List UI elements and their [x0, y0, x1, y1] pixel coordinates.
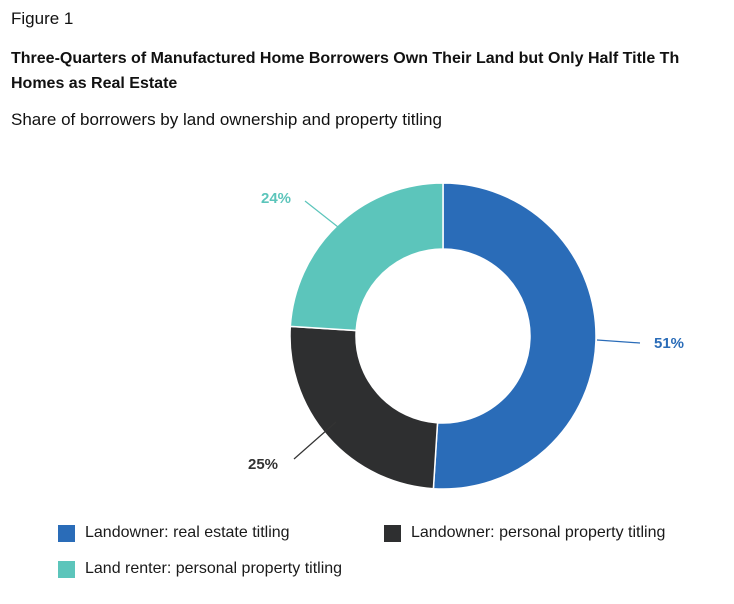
chart-title-line-1: Three-Quarters of Manufactured Home Borr… — [11, 50, 680, 67]
legend-item-real-estate: Landowner: real estate titling — [58, 524, 290, 542]
chart-title: Three-Quarters of Manufactured Home Borr… — [11, 46, 734, 96]
data-label-personal-property-owner: 25% — [248, 456, 278, 473]
figure-label: Figure 1 — [11, 9, 74, 28]
legend-swatch-personal-property-owner — [384, 524, 401, 542]
legend-swatch-real-estate — [58, 524, 75, 542]
donut-chart: 51% 25% 24% — [248, 182, 684, 490]
chart-subtitle: Share of borrowers by land ownership and… — [11, 110, 442, 129]
donut-slice-real-estate — [432, 182, 597, 490]
legend-swatch-land-renter — [58, 560, 75, 578]
legend-label-personal-property-owner: Landowner: personal property titling — [411, 524, 666, 541]
legend-label-real-estate: Landowner: real estate titling — [85, 524, 290, 541]
legend-item-land-renter: Land renter: personal property titling — [58, 560, 342, 578]
leader-line-land-renter — [304, 200, 339, 228]
data-label-real-estate: 51% — [654, 335, 684, 352]
leader-line-real-estate — [596, 339, 641, 344]
data-label-land-renter: 24% — [261, 190, 291, 207]
legend-item-personal-property-owner: Landowner: personal property titling — [384, 524, 665, 542]
donut-slice-land-renter — [289, 182, 444, 332]
legend-label-land-renter: Land renter: personal property titling — [85, 560, 343, 577]
chart-title-line-2: Homes as Real Estate — [11, 75, 178, 92]
leader-line-personal-property-owner — [293, 421, 337, 460]
donut-slice-personal-property-owner — [289, 325, 439, 490]
